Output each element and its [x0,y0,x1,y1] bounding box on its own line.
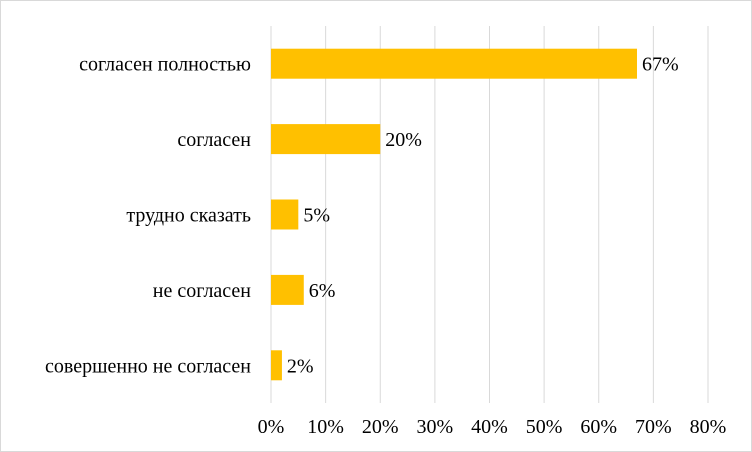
x-tick-label: 80% [690,416,727,438]
category-labels: согласен полностью согласен трудно сказать… [45,54,251,378]
category-label: совершенно не согласен [45,355,251,377]
bar [271,199,299,230]
x-tick-label: 10% [307,416,344,438]
bars [271,48,637,381]
category-label: трудно сказать [126,205,251,227]
data-label: 20% [385,129,422,151]
x-tick-label: 30% [417,416,454,438]
bar [271,124,381,155]
x-tick-label: 0% [258,416,285,438]
x-tick-label: 40% [471,416,508,438]
data-label: 5% [303,205,330,227]
bar [271,48,637,79]
bar [271,350,282,381]
category-label: не согласен [153,280,252,302]
x-tick-label: 50% [526,416,563,438]
data-label: 6% [309,280,336,302]
x-tick-label: 60% [580,416,617,438]
gridlines [270,26,709,403]
bar [271,274,304,305]
data-labels: 67% 20% 5% 6% 2% [287,54,679,378]
category-label: согласен [177,129,251,151]
data-label: 67% [642,54,679,76]
x-tick-label: 20% [362,416,399,438]
x-tick-label: 70% [635,416,672,438]
category-label: согласен полностью [79,54,251,76]
data-label: 2% [287,355,314,377]
x-tick-labels: 0% 10% 20% 30% 40% 50% 60% 70% 80% [258,416,727,438]
